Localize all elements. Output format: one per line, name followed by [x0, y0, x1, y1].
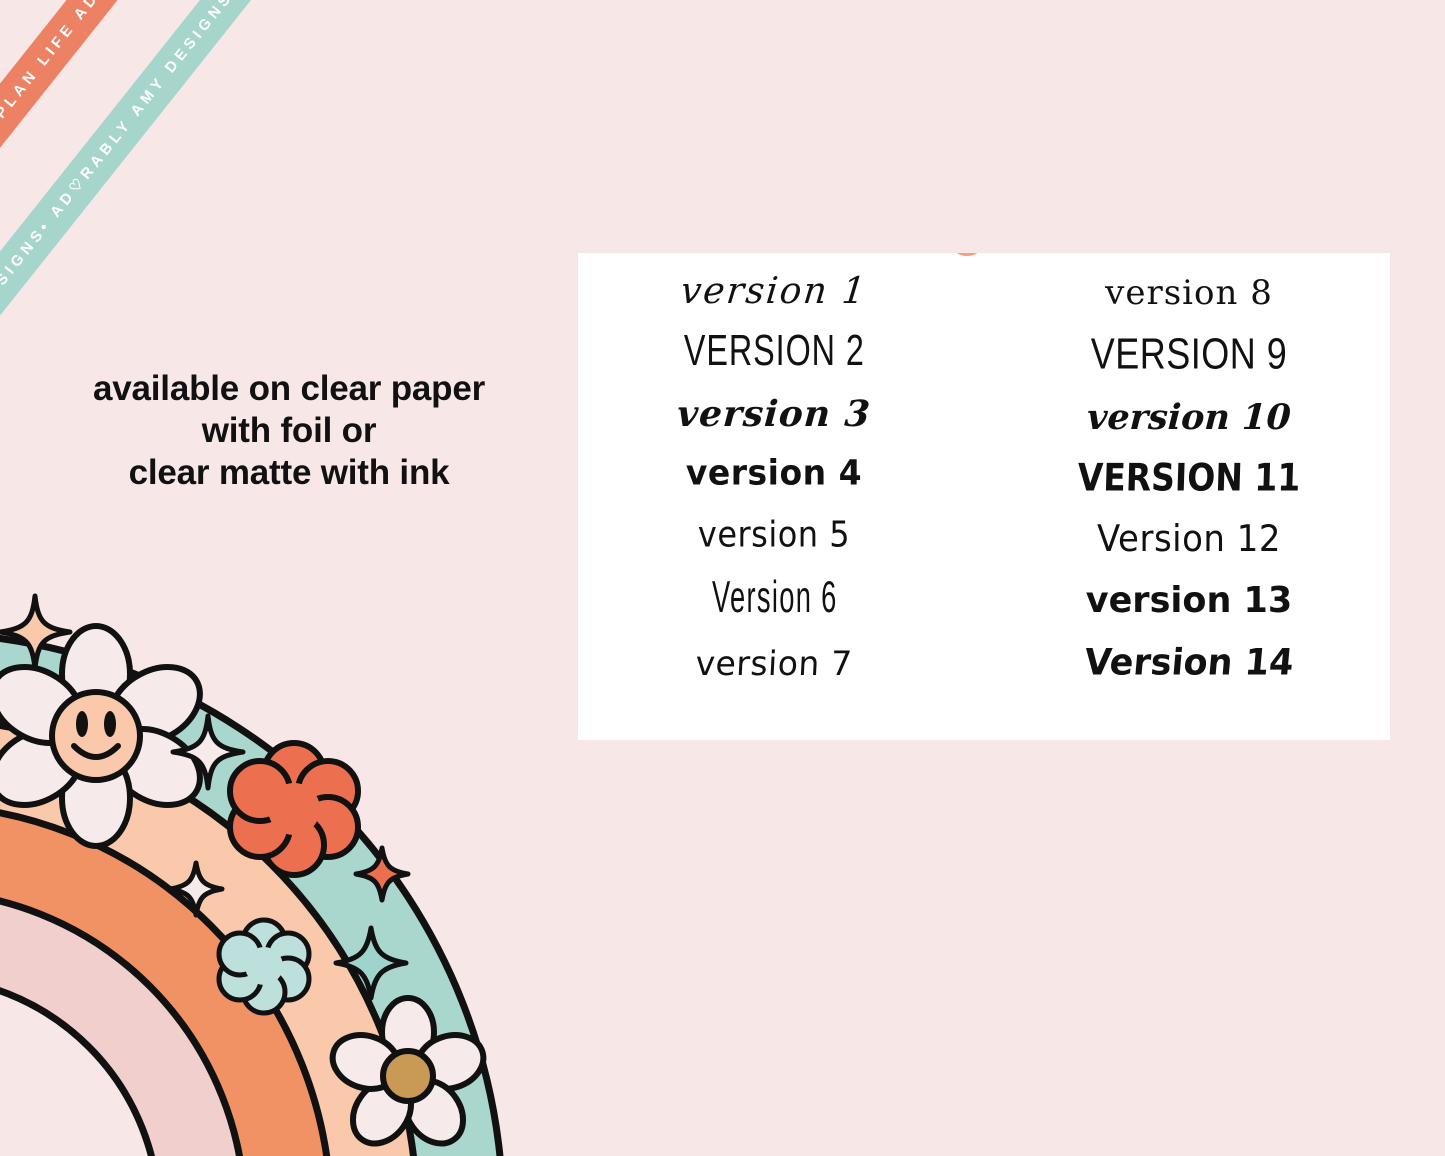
rainbow-band-outlines — [0, 635, 504, 1156]
promo-line-3: clear matte with ink — [128, 453, 450, 492]
promo-text-block: available on clear paper with foil or cl… — [0, 368, 578, 494]
rainbow-band-teal — [0, 638, 500, 1156]
coral-flower-icon — [227, 740, 361, 878]
rainbow-band-pink — [0, 901, 240, 1156]
white-sparkle-upper-icon — [170, 713, 246, 791]
version-option-9[interactable]: VERSION 9 — [1090, 328, 1288, 379]
version-options-card: version 1 VERSION 2 version 3 version 4 … — [578, 253, 1390, 740]
rainbow-band-orange — [0, 812, 327, 1156]
promo-line-2: with foil or — [201, 411, 377, 450]
white-sparkle-lower-icon — [167, 860, 225, 918]
brand-ribbon-coral-text: PLAN LIFE AD♡RABLY • PLAN LIFE AD — [0, 0, 104, 336]
version-option-11[interactable]: VERSION 11 — [1077, 455, 1301, 500]
version-option-5[interactable]: version 5 — [697, 512, 851, 556]
version-option-10[interactable]: version 10 — [1086, 397, 1292, 438]
version-columns: version 1 VERSION 2 version 3 version 4 … — [578, 253, 1390, 740]
version-option-4[interactable]: version 4 — [685, 452, 863, 493]
mint-flower-icon — [216, 917, 312, 1016]
version-option-6[interactable]: Version 6 — [712, 572, 838, 623]
version-option-8[interactable]: version 8 — [1105, 273, 1273, 313]
peach-tab-accent — [950, 253, 984, 256]
daisy-flower-icon — [329, 995, 487, 1147]
teal-sparkle-icon — [333, 925, 409, 1001]
version-option-3[interactable]: version 3 — [675, 393, 873, 435]
version-column-right: version 8 VERSION 9 version 10 VERSION 1… — [984, 253, 1390, 740]
version-option-13[interactable]: version 13 — [1085, 580, 1293, 622]
peach-sparkle-icon — [0, 593, 73, 671]
version-option-2[interactable]: VERSION 2 — [683, 326, 865, 376]
rainbow-band-light-peach — [0, 725, 414, 1156]
promo-line-1: available on clear paper — [92, 369, 486, 408]
rainbow-bands — [0, 638, 500, 1156]
version-column-left: version 1 VERSION 2 version 3 version 4 … — [578, 253, 984, 740]
rainbow-illustration — [0, 593, 504, 1156]
version-option-7[interactable]: version 7 — [694, 643, 854, 684]
version-option-1[interactable]: version 1 — [678, 270, 870, 313]
version-option-14[interactable]: Version 14 — [1082, 642, 1296, 684]
coral-sparkle-icon — [353, 845, 411, 903]
version-option-12[interactable]: Version 12 — [1096, 517, 1282, 561]
brand-ribbon-coral: PLAN LIFE AD♡RABLY • PLAN LIFE AD — [0, 0, 309, 355]
smiley-flower-icon — [0, 623, 203, 849]
